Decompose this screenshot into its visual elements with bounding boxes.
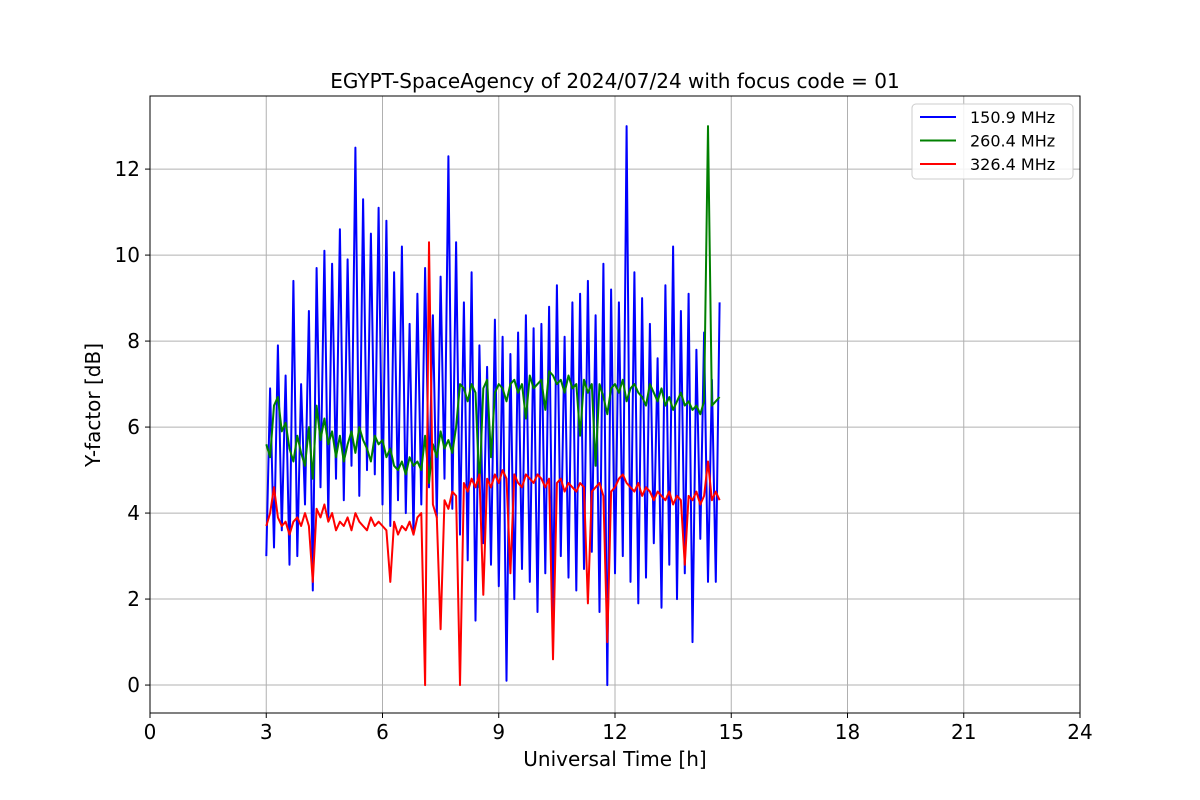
y-tick-label: 6 bbox=[127, 415, 140, 439]
x-tick-label: 21 bbox=[951, 720, 976, 744]
legend-label: 326.4 MHz bbox=[970, 155, 1055, 174]
y-tick-label: 8 bbox=[127, 329, 140, 353]
legend-box bbox=[911, 103, 1074, 180]
y-tick-label: 12 bbox=[115, 157, 140, 181]
y-axis-label: Y-factor [dB] bbox=[81, 343, 105, 468]
x-tick-label: 6 bbox=[376, 720, 389, 744]
legend: 150.9 MHz 260.4 MHz 326.4 MHz bbox=[911, 103, 1074, 180]
series-line-0 bbox=[265, 125, 721, 687]
x-tick-label: 3 bbox=[260, 720, 273, 744]
x-axis-ticks: 0 3 6 9 12 15 18 21 24 bbox=[144, 713, 1093, 744]
x-tick-label: 12 bbox=[602, 720, 627, 744]
x-tick-label: 24 bbox=[1067, 720, 1092, 744]
y-tick-label: 10 bbox=[115, 243, 140, 267]
x-tick-label: 15 bbox=[719, 720, 744, 744]
chart-title: EGYPT-SpaceAgency of 2024/07/24 with foc… bbox=[330, 69, 899, 93]
x-axis-label: Universal Time [h] bbox=[523, 747, 706, 771]
y-tick-label: 0 bbox=[127, 673, 140, 697]
y-axis-ticks: 0 2 4 6 8 10 12 bbox=[115, 157, 150, 697]
x-tick-label: 18 bbox=[835, 720, 860, 744]
legend-label: 150.9 MHz bbox=[970, 108, 1055, 127]
series-line-2 bbox=[265, 241, 721, 687]
y-tick-label: 2 bbox=[127, 587, 140, 611]
series-lines bbox=[265, 125, 721, 687]
x-tick-label: 9 bbox=[492, 720, 505, 744]
series-line-1 bbox=[265, 125, 721, 489]
x-tick-label: 0 bbox=[144, 720, 157, 744]
y-tick-label: 4 bbox=[127, 501, 140, 525]
legend-label: 260.4 MHz bbox=[970, 132, 1055, 151]
